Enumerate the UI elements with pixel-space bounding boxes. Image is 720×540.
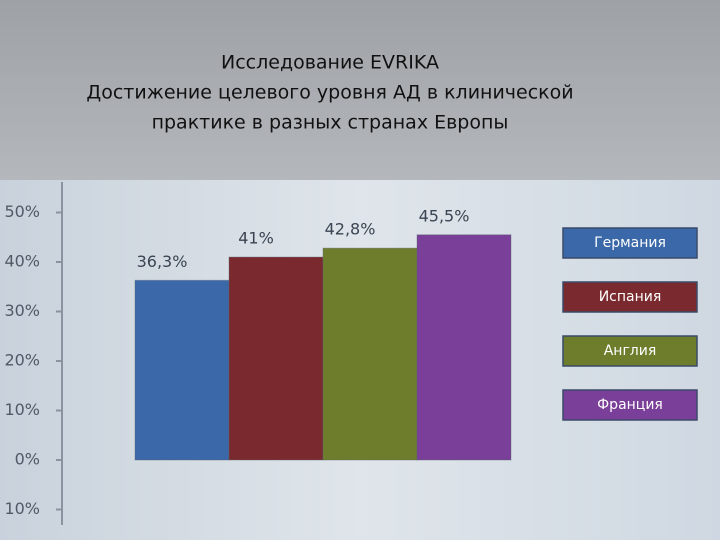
value-label: 41% [238, 229, 274, 248]
plot: 10% 0% 10% 20% 30% 40% 50% 36,3% Германия 41% Испа… [4, 202, 698, 518]
y-tick-label: 20% [4, 351, 40, 370]
y-tick-label: 40% [4, 252, 40, 271]
bar [134, 279, 230, 461]
legend-swatch [562, 281, 698, 313]
value-label: 42,8% [325, 220, 376, 239]
y-tick-label: 10% [4, 400, 40, 419]
bar [228, 256, 324, 461]
legend-label: Франция [597, 397, 663, 413]
legend-swatch [562, 389, 698, 421]
value-label: 36,3% [137, 252, 188, 271]
title-line: Исследование EVRIKA [221, 52, 439, 74]
y-tick-label: 10% [4, 499, 40, 518]
legend-swatch [562, 335, 698, 367]
bar [322, 247, 418, 461]
bar [416, 234, 512, 461]
title-line: Достижение целевого уровня АД в клиничес… [86, 82, 573, 104]
title: Исследование EVRIKA Достижение целевого у… [86, 52, 573, 134]
y-tick-label: 50% [4, 202, 40, 221]
legend-label: Испания [599, 289, 662, 305]
y-tick-label: 30% [4, 301, 40, 320]
y-tick-label: 0% [15, 450, 40, 469]
value-label: 45,5% [419, 206, 470, 225]
title-line: практике в разных странах Европы [152, 112, 509, 134]
legend-label: Германия [594, 235, 666, 251]
legend-swatch [562, 227, 698, 259]
legend-label: Англия [604, 343, 657, 359]
header-background [0, 0, 720, 180]
